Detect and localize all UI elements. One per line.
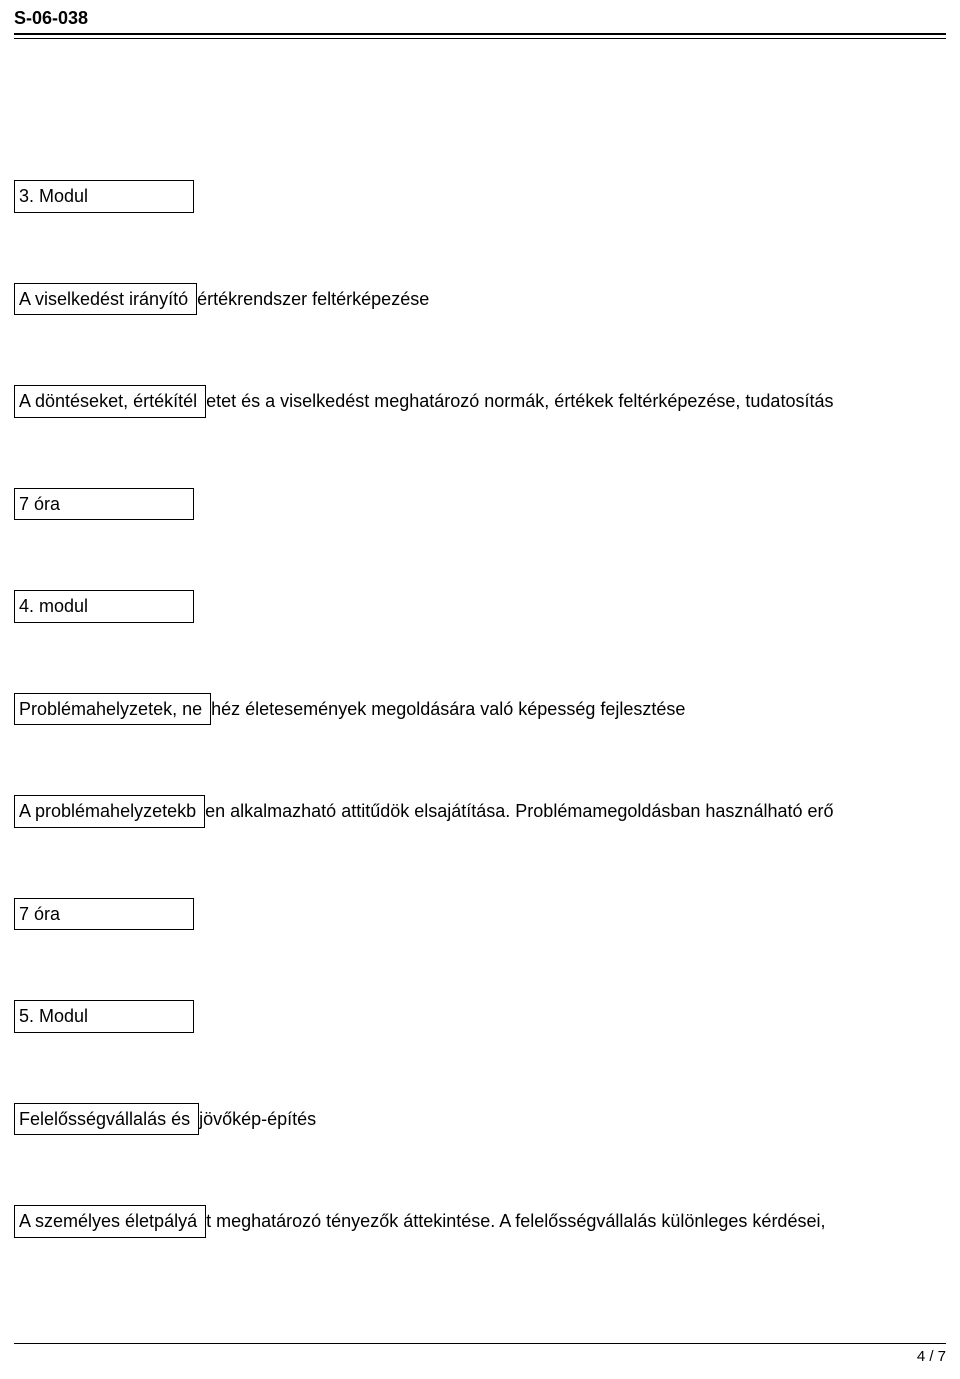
row-module-5-title: Felelősségvállalás és jövőkép-építés <box>14 1103 960 1136</box>
page-header: S-06-038 <box>0 0 960 45</box>
row-continuation: etet és a viselkedést meghatározó normák… <box>206 391 833 411</box>
row-continuation: en alkalmazható attitűdök elsajátítása. … <box>205 801 833 821</box>
box-label: A problémahelyzetekb <box>14 795 205 828</box>
row-module-3: 3. Modul <box>14 180 960 213</box>
row-module-5: 5. Modul <box>14 1000 960 1033</box>
box-label: 7 óra <box>14 898 194 931</box>
box-label: 7 óra <box>14 488 194 521</box>
row-continuation: jövőkép-építés <box>199 1109 316 1129</box>
box-label: 3. Modul <box>14 180 194 213</box>
footer-rule <box>14 1343 946 1344</box>
box-label: A döntéseket, értékítél <box>14 385 206 418</box>
row-module-3-desc: A döntéseket, értékítéletet és a viselke… <box>14 385 960 418</box>
row-module-3-title: A viselkedést irányító értékrendszer fel… <box>14 283 960 316</box>
row-continuation: héz életesemények megoldására való képes… <box>211 699 685 719</box>
doc-id: S-06-038 <box>14 8 946 29</box>
row-module-4-duration: 7 óra <box>14 898 960 931</box>
row-module-5-desc: A személyes életpályát meghatározó ténye… <box>14 1205 960 1238</box>
row-continuation: értékrendszer feltérképezése <box>197 289 429 309</box>
box-label: Felelősségvállalás és <box>14 1103 199 1136</box>
header-rule-thin <box>14 38 946 39</box>
page-number: 4 / 7 <box>14 1348 946 1365</box>
header-rule-thick <box>14 33 946 35</box>
box-label: A viselkedést irányító <box>14 283 197 316</box>
row-module-3-duration: 7 óra <box>14 488 960 521</box>
row-continuation: t meghatározó tényezők áttekintése. A fe… <box>206 1211 825 1231</box>
content-area: 3. Modul A viselkedést irányító értékren… <box>14 180 960 1238</box>
row-module-4-desc: A problémahelyzetekben alkalmazható atti… <box>14 795 960 828</box>
page: S-06-038 3. Modul A viselkedést irányító… <box>0 0 960 1379</box>
row-module-4-title: Problémahelyzetek, nehéz életesemények m… <box>14 693 960 726</box>
box-label: Problémahelyzetek, ne <box>14 693 211 726</box>
box-label: 5. Modul <box>14 1000 194 1033</box>
row-module-4: 4. modul <box>14 590 960 623</box>
box-label: A személyes életpályá <box>14 1205 206 1238</box>
box-label: 4. modul <box>14 590 194 623</box>
page-footer: 4 / 7 <box>14 1343 946 1365</box>
